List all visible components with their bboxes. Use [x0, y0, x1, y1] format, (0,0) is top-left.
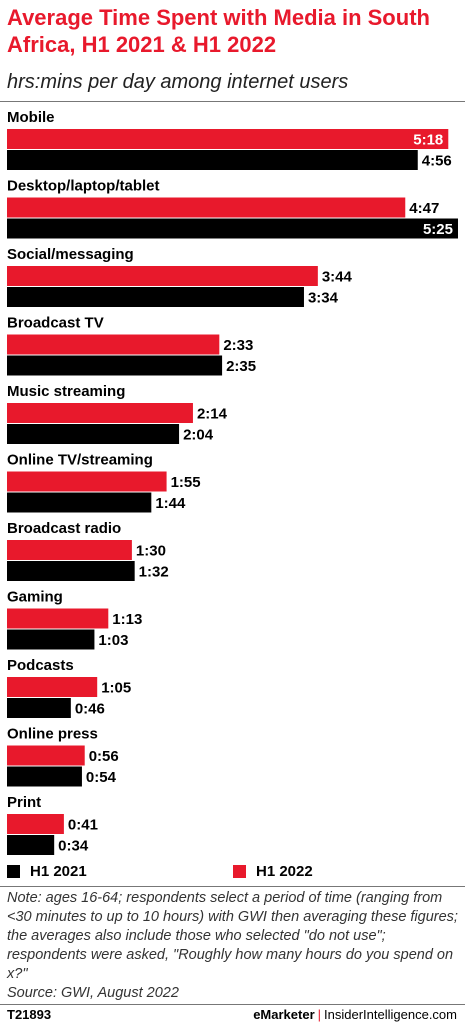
legend-label-h1-2021: H1 2021 [30, 863, 87, 880]
bar-h1-2021-online-press [7, 766, 82, 787]
top-divider [0, 101, 465, 102]
value-label-h1-2022-broadcast-radio: 1:30 [136, 543, 166, 560]
brand-credit: eMarketer | InsiderIntelligence.com [253, 1007, 457, 1022]
bar-h1-2022-broadcast-radio [7, 540, 132, 560]
bar-h1-2022-broadcast-tv [7, 334, 220, 355]
value-label-h1-2022-mobile: 5:18 [413, 132, 443, 149]
value-label-h1-2022-gaming: 1:13 [112, 611, 142, 628]
bar-h1-2021-desktop-laptop-tablet [7, 218, 458, 239]
value-label-h1-2021-music-streaming: 2:04 [183, 427, 214, 444]
bar-h1-2021-online-tv-streaming [7, 492, 152, 513]
legend-item-h1-2021: H1 2021 [7, 863, 87, 880]
category-label-mobile: Mobile [7, 109, 55, 126]
bar-chart: Mobile 5:18 4:56 Desktop/laptop/tablet 4:47 5… [7, 109, 458, 855]
chart-code: T21893 [7, 1007, 52, 1022]
value-label-h1-2022-print: 0:41 [68, 817, 98, 834]
category-label-print: Print [7, 794, 41, 811]
bar-h1-2021-mobile [7, 150, 418, 170]
value-label-h1-2021-online-tv-streaming: 1:44 [155, 495, 186, 512]
bar-h1-2022-gaming [7, 608, 109, 629]
bar-h1-2022-music-streaming [7, 403, 193, 423]
category-label-online-tv-streaming: Online TV/streaming [7, 452, 153, 469]
footer-divider [0, 886, 465, 887]
bar-h1-2022-desktop-laptop-tablet [7, 197, 406, 218]
value-label-h1-2022-online-tv-streaming: 1:55 [171, 474, 201, 491]
value-label-h1-2021-print: 0:34 [58, 838, 89, 855]
chart-title: Average Time Spent with Media in South A… [7, 5, 430, 57]
category-label-broadcast-radio: Broadcast radio [7, 520, 121, 537]
source-line: Source: GWI, August 2022 [7, 985, 179, 1001]
value-label-h1-2021-online-press: 0:54 [86, 769, 117, 786]
bar-h1-2022-online-press [7, 745, 85, 766]
value-label-h1-2021-broadcast-tv: 2:35 [226, 358, 256, 375]
category-label-broadcast-tv: Broadcast TV [7, 315, 104, 332]
category-label-podcasts: Podcasts [7, 657, 74, 674]
category-label-social-messaging: Social/messaging [7, 246, 134, 263]
value-label-h1-2022-podcasts: 1:05 [101, 680, 131, 697]
bar-h1-2022-online-tv-streaming [7, 471, 167, 492]
bar-h1-2021-podcasts [7, 698, 71, 718]
legend: H1 2021 H1 2022 [0, 863, 465, 883]
footnote: Note: ages 16-64; respondents select a p… [7, 890, 458, 982]
value-label-h1-2022-social-messaging: 3:44 [322, 269, 353, 286]
bottom-divider [0, 1004, 465, 1005]
value-label-h1-2021-podcasts: 0:46 [75, 701, 105, 718]
bar-h1-2021-broadcast-tv [7, 355, 223, 376]
brand-insider-intelligence: InsiderIntelligence.com [324, 1007, 457, 1022]
chart-subtitle: hrs:mins per day among internet users [7, 71, 349, 93]
bar-h1-2022-print [7, 814, 64, 834]
bar-h1-2022-mobile [7, 129, 449, 149]
value-label-h1-2021-mobile: 4:56 [422, 153, 452, 170]
value-label-h1-2022-broadcast-tv: 2:33 [223, 337, 253, 354]
value-label-h1-2021-desktop-laptop-tablet: 5:25 [423, 221, 453, 238]
legend-label-h1-2022: H1 2022 [256, 863, 313, 880]
value-label-h1-2021-social-messaging: 3:34 [308, 290, 339, 307]
bar-h1-2021-social-messaging [7, 287, 304, 307]
value-label-h1-2022-online-press: 0:56 [89, 748, 119, 765]
legend-swatch-h1-2022 [233, 865, 246, 878]
bar-h1-2022-podcasts [7, 677, 98, 697]
category-label-desktop-laptop-tablet: Desktop/laptop/tablet [7, 178, 160, 195]
bar-h1-2021-music-streaming [7, 424, 180, 444]
bar-h1-2021-print [7, 835, 55, 855]
category-label-gaming: Gaming [7, 589, 63, 606]
category-label-music-streaming: Music streaming [7, 383, 125, 400]
bar-h1-2022-social-messaging [7, 266, 318, 286]
legend-swatch-h1-2021 [7, 865, 20, 878]
legend-item-h1-2022: H1 2022 [233, 863, 313, 880]
category-label-online-press: Online press [7, 726, 98, 743]
value-label-h1-2022-desktop-laptop-tablet: 4:47 [409, 200, 439, 217]
brand-emarketer: eMarketer [253, 1007, 315, 1022]
value-label-h1-2021-gaming: 1:03 [98, 632, 128, 649]
bar-h1-2021-gaming [7, 629, 95, 650]
value-label-h1-2022-music-streaming: 2:14 [197, 406, 228, 423]
bar-h1-2021-broadcast-radio [7, 561, 135, 581]
value-label-h1-2021-broadcast-radio: 1:32 [139, 564, 169, 581]
